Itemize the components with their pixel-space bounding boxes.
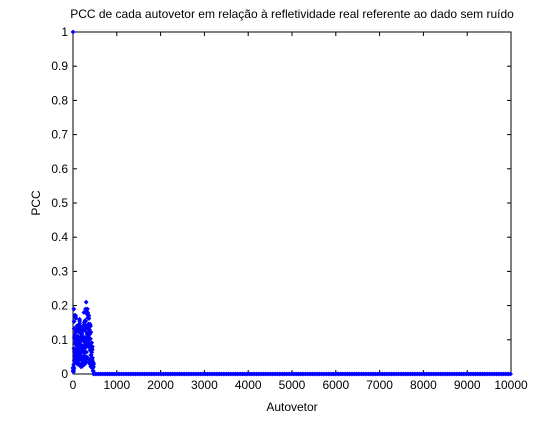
- marks-group: [70, 29, 513, 377]
- y-tick-label: 0.2: [51, 299, 68, 313]
- data-point: [85, 306, 90, 312]
- x-tick-label: 1000: [103, 378, 130, 392]
- x-tick-label: 0: [70, 378, 77, 392]
- data-point: [81, 310, 87, 315]
- y-tick-label: 0.5: [51, 196, 68, 210]
- x-tick-label: 3000: [191, 378, 218, 392]
- data-point: [71, 319, 77, 324]
- y-tick-label: 0.7: [51, 128, 68, 142]
- y-tick-label: 0.9: [51, 59, 68, 73]
- x-axis-label: Autovetor: [266, 400, 317, 414]
- plot-area: [72, 31, 512, 375]
- data-point: [83, 299, 89, 305]
- data-point: [71, 366, 77, 372]
- x-tick-label: 10000: [494, 378, 528, 392]
- data-point: [89, 344, 95, 350]
- data-point: [85, 310, 91, 316]
- data-point: [89, 355, 95, 361]
- x-tick-label: 9000: [454, 378, 481, 392]
- y-tick-label: 0.6: [51, 162, 68, 176]
- y-tick-label: 1: [61, 25, 68, 39]
- data-point: [88, 323, 93, 329]
- x-tick-label: 8000: [410, 378, 437, 392]
- y-tick-label: 0: [61, 367, 68, 381]
- y-tick-label: 0.1: [51, 333, 68, 347]
- data-point: [88, 329, 94, 335]
- data-point: [89, 349, 95, 355]
- data-point: [86, 313, 92, 319]
- data-point: [87, 336, 93, 342]
- x-tick-label: 4000: [235, 378, 262, 392]
- data-point: [74, 323, 80, 329]
- data-point: [77, 321, 83, 326]
- data-point: [508, 371, 513, 377]
- x-tick-label: 6000: [322, 378, 349, 392]
- data-point: [71, 306, 77, 312]
- data-point: [90, 368, 96, 374]
- data-point: [70, 29, 76, 35]
- data-point: [79, 330, 85, 336]
- data-point: [87, 327, 92, 333]
- data-point: [83, 318, 89, 324]
- data-point: [71, 369, 76, 375]
- y-axis-label: PCC: [29, 190, 43, 216]
- data-point: [84, 354, 90, 360]
- data-point: [83, 349, 89, 355]
- y-tick-label: 0.8: [51, 93, 68, 107]
- x-tick-label: 7000: [366, 378, 393, 392]
- chart-title: PCC de cada autovetor em relação à refle…: [70, 7, 514, 21]
- data-point: [89, 340, 95, 346]
- y-tick-label: 0.4: [51, 230, 68, 244]
- x-tick-label: 5000: [279, 378, 306, 392]
- data-point: [73, 313, 79, 319]
- x-tick-label: 2000: [147, 378, 174, 392]
- data-point: [77, 316, 82, 322]
- y-tick-label: 0.3: [51, 264, 68, 278]
- data-point: [91, 361, 97, 367]
- tick-group: 0 1000 2000 3000 4000 5000 6000 7000 8000 9000 100…: [51, 25, 528, 392]
